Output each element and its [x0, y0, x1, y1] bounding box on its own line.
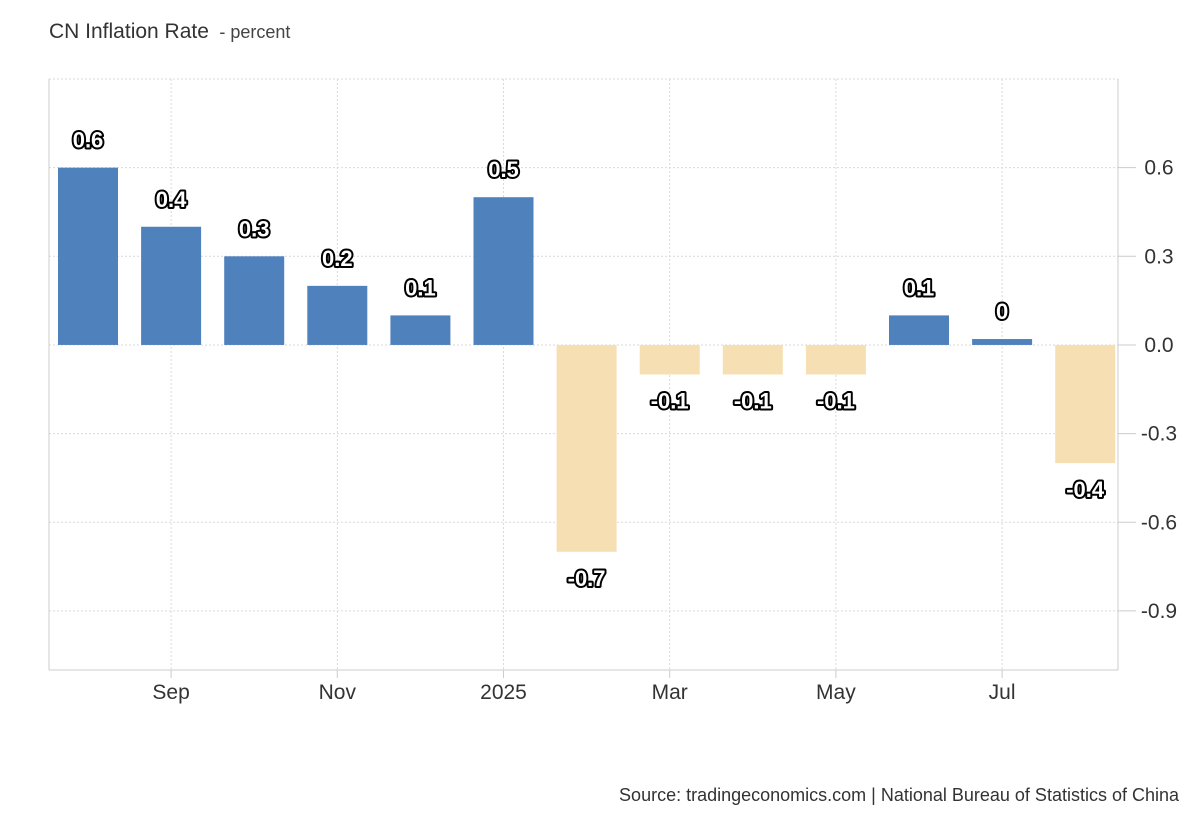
data-label: 0.5 [488, 157, 519, 182]
bar [141, 226, 202, 345]
data-label: 0.1 [904, 275, 935, 300]
bar [722, 344, 783, 375]
data-label: -0.1 [651, 389, 689, 414]
data-label: 0 [996, 299, 1008, 324]
source-note: Source: tradingeconomics.com | National … [619, 785, 1179, 805]
data-label: -0.1 [734, 389, 772, 414]
data-label: -0.4 [1066, 477, 1105, 502]
bar [390, 315, 451, 345]
x-tick-label: Nov [319, 681, 357, 704]
bar [224, 256, 285, 345]
x-tick-label: Jul [989, 681, 1016, 704]
data-label: 0.2 [322, 246, 353, 271]
y-tick-label: 0.3 [1144, 245, 1173, 268]
bar [805, 344, 866, 375]
x-tick-label: 2025 [480, 681, 527, 704]
data-label: 0.6 [73, 128, 104, 153]
bar [639, 344, 700, 375]
x-tick-label: Mar [652, 681, 688, 704]
chart-title-block: CN Inflation Rate - percent [49, 20, 290, 44]
bar [889, 315, 949, 345]
y-tick-label: -0.3 [1141, 423, 1177, 446]
chart-title: CN Inflation Rate [49, 20, 209, 43]
data-label: 0.1 [405, 275, 436, 300]
bars [58, 167, 1116, 552]
bar [307, 285, 368, 345]
data-label: -0.7 [568, 566, 606, 591]
data-label: -0.1 [817, 389, 855, 414]
y-tick-label: 0.6 [1144, 157, 1173, 180]
y-tick-label: -0.9 [1141, 600, 1177, 623]
grid-lines [49, 78, 1118, 670]
chart-subtitle: - percent [219, 22, 291, 42]
bar [1055, 344, 1116, 464]
y-tick-label: 0.0 [1144, 334, 1173, 357]
bar [58, 167, 118, 345]
x-tick-label: Sep [152, 681, 189, 704]
bar [556, 344, 617, 552]
x-tick-label: May [816, 681, 856, 704]
data-label: 0.3 [239, 216, 270, 241]
axes: 0.6 0.3 0.0 -0.3 -0.6 -0.9 Sep Nov 2025 Mar May Jul [48, 79, 1177, 704]
data-label: 0.4 [156, 187, 187, 212]
bar [972, 339, 1033, 345]
y-tick-label: -0.6 [1141, 511, 1177, 534]
data-labels: 0.6 0.4 0.3 0.2 0.1 0.5 -0.7 -0.1 -0.1 -0.1 0.1 0 -0… [71, 126, 1107, 593]
bar [473, 197, 534, 345]
